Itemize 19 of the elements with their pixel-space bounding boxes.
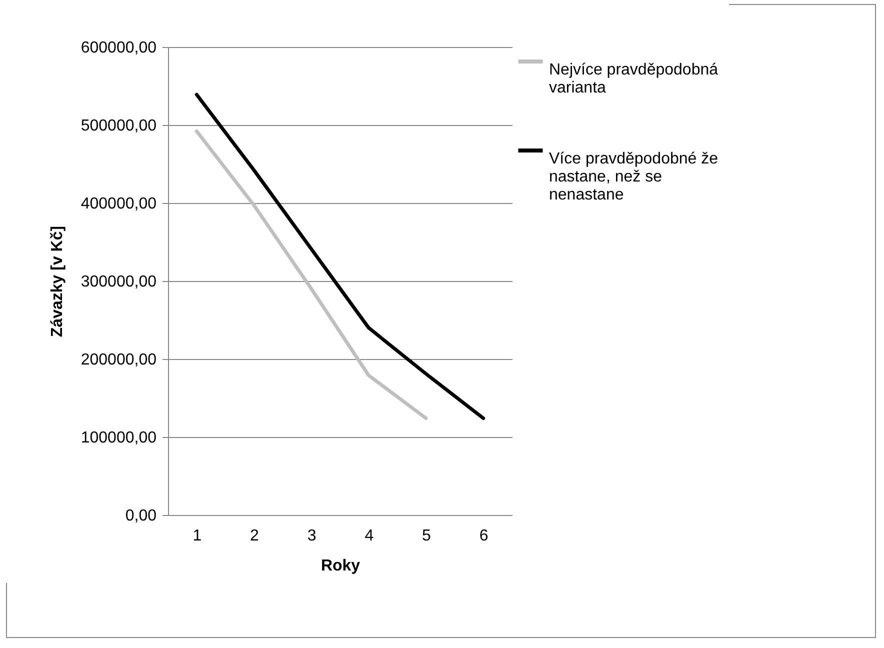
y-tick-label: 500000,00 [80,118,157,134]
y-tick-label: 400000,00 [80,196,157,212]
legend-label: Nejvíce pravděpodobná varianta [549,62,718,96]
x-tick-label: 3 [307,528,316,544]
line-series [194,92,486,420]
y-tick-label: 200000,00 [80,352,157,368]
line-series [194,129,428,420]
legend-label: Více pravděpodobné že nastane, než se nenastane [549,150,718,204]
x-axis-title: Roky [320,558,360,574]
x-tick-label: 4 [364,528,374,544]
y-tick-label: 300000,00 [80,274,157,290]
y-axis-title: Závazky [v Kč] [48,226,66,338]
x-tick-label: 5 [422,528,432,544]
x-tick-label: 6 [479,528,488,544]
x-tick-label: 2 [250,528,260,544]
y-tick-label: 0,00 [125,508,157,524]
x-tick-label: 1 [192,528,202,544]
y-tick-label: 100000,00 [80,430,157,446]
y-tick-label: 600000,00 [80,40,157,56]
